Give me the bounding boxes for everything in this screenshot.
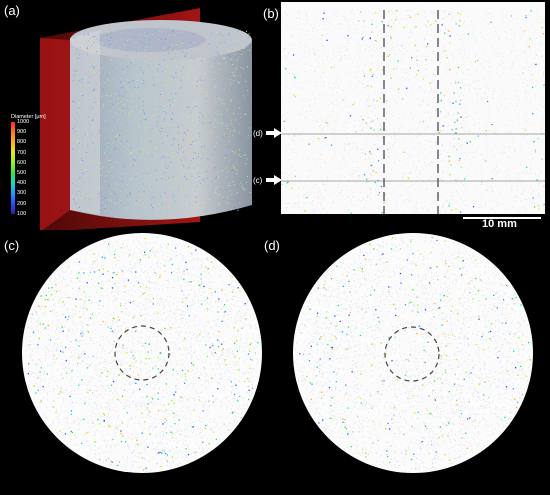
- cut-face: [70, 30, 100, 215]
- core-region-circle: [384, 326, 440, 382]
- panel-label-b: (b): [263, 6, 279, 21]
- core-region-circle: [114, 325, 170, 381]
- slice-marker-c-label: (c): [253, 176, 263, 185]
- panel-a: (a) Diameter [μm] 1000 900 800 700 600 500 400…: [0, 0, 276, 230]
- panel-label-d: (d): [264, 238, 280, 253]
- colorbar-ticks: 1000 900 800 700 600 500 400 300 200 100: [17, 119, 47, 219]
- slice-marker-d-label: (d): [253, 129, 263, 138]
- cylinder-body: [70, 38, 252, 220]
- arrow-right-icon: [266, 175, 282, 185]
- cross-section-d: [293, 233, 533, 473]
- cross-section-c: [22, 233, 262, 473]
- colorbar-tick: 900: [17, 129, 27, 136]
- panel-c: (c): [0, 230, 276, 495]
- colorbar-tick: 500: [17, 170, 27, 176]
- colorbar-tick: 200: [17, 200, 27, 207]
- colorbar-tick: 400: [17, 180, 27, 187]
- colorbar-title: Diameter [μm]: [11, 114, 46, 120]
- cross-section-disc: [22, 233, 262, 473]
- colorbar: [11, 122, 15, 214]
- panel-label-a: (a): [4, 3, 20, 18]
- arrow-right-icon: [266, 128, 282, 138]
- vertical-section-view: [281, 2, 545, 214]
- colorbar-tick: 700: [17, 149, 27, 156]
- scale-bar: [463, 217, 541, 219]
- colorbar-tick: 800: [17, 139, 27, 146]
- scale-bar-label: 10 mm: [482, 218, 517, 230]
- colorbar-tick: 300: [17, 190, 27, 197]
- panel-label-c: (c): [4, 238, 20, 253]
- cylinder-3d-rendering: [40, 8, 252, 230]
- panel-b: [281, 2, 545, 214]
- panel-d: (d): [264, 230, 550, 495]
- colorbar-tick: 1000: [17, 119, 30, 125]
- colorbar-tick: 600: [17, 159, 27, 166]
- colorbar-tick: 100: [17, 210, 27, 217]
